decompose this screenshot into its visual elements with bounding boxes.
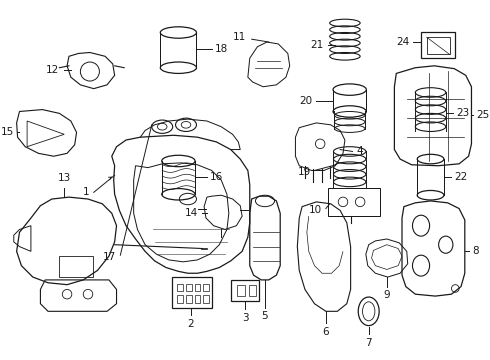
- Text: 3: 3: [242, 313, 248, 323]
- Text: 15: 15: [0, 127, 14, 138]
- Text: 24: 24: [396, 37, 410, 47]
- Bar: [421, 32, 455, 58]
- Bar: [177, 284, 183, 291]
- Bar: [249, 285, 256, 296]
- Bar: [427, 37, 450, 54]
- Text: 10: 10: [309, 206, 322, 215]
- Text: 21: 21: [311, 40, 324, 50]
- Bar: [195, 284, 200, 291]
- Text: 2: 2: [188, 319, 194, 329]
- Bar: [231, 280, 259, 301]
- Bar: [172, 277, 212, 307]
- Text: 23: 23: [456, 108, 469, 118]
- Bar: [237, 285, 245, 296]
- Text: 6: 6: [322, 327, 329, 337]
- Bar: [186, 295, 192, 303]
- Text: 11: 11: [233, 32, 246, 42]
- Text: 18: 18: [215, 44, 228, 54]
- Text: 1: 1: [83, 187, 90, 197]
- Bar: [195, 295, 200, 303]
- Bar: [203, 284, 209, 291]
- Text: 22: 22: [454, 172, 467, 182]
- Text: 13: 13: [58, 173, 71, 183]
- Bar: [328, 188, 380, 216]
- Text: 12: 12: [46, 65, 59, 75]
- Text: 4: 4: [356, 147, 363, 157]
- Text: 19: 19: [297, 167, 311, 177]
- Text: 25: 25: [476, 110, 490, 120]
- Text: 17: 17: [103, 252, 117, 262]
- Text: 9: 9: [384, 291, 390, 300]
- Text: 20: 20: [299, 96, 313, 106]
- Bar: [177, 295, 183, 303]
- Text: 14: 14: [185, 208, 198, 218]
- Text: 8: 8: [472, 246, 479, 256]
- Text: 5: 5: [262, 311, 269, 321]
- Bar: [59, 256, 93, 277]
- Text: 16: 16: [210, 172, 223, 182]
- Bar: [203, 295, 209, 303]
- Bar: [186, 284, 192, 291]
- Text: 7: 7: [366, 338, 372, 348]
